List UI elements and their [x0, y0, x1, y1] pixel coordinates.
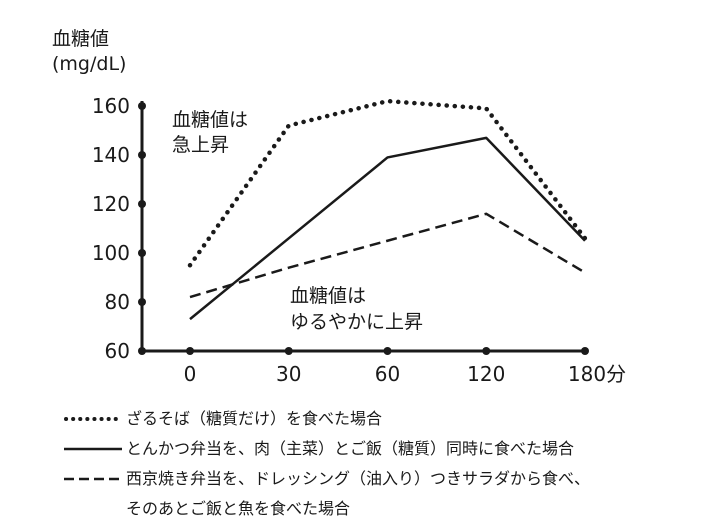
annotation-rapid-line1: 血糖値は: [172, 109, 248, 131]
y-tick-label: 60: [105, 339, 130, 363]
x-tick-label: 60: [375, 362, 400, 386]
axes: [140, 101, 585, 353]
x-tick-dot: [383, 347, 392, 355]
legend-item-solid: とんかつ弁当を、肉（主菜）とご飯（糖質）同時に食べた場合: [64, 434, 684, 464]
x-tick-dot: [186, 347, 194, 355]
legend-label-dashed-line1: 西京焼き弁当を、ドレッシング（油入り）つきサラダから食べ、: [126, 469, 591, 488]
x-tick-label: 30: [276, 362, 301, 386]
x-tick-label: 180分: [568, 362, 626, 386]
annotation-gradual-line2: ゆるやかに上昇: [290, 311, 423, 333]
legend-swatch-dotted: [64, 417, 124, 421]
x-tick-label: 0: [184, 362, 197, 386]
legend-swatch-dashed: [64, 477, 122, 481]
y-tick-dot: [138, 249, 146, 257]
legend: ざるそば（糖質だけ）を食べた場合 とんかつ弁当を、肉（主菜）とご飯（糖質）同時に…: [64, 404, 684, 524]
y-tick-label: 140: [92, 143, 130, 167]
y-tick-label: 120: [92, 192, 130, 216]
legend-label-dashed: 西京焼き弁当を、ドレッシング（油入り）つきサラダから食べ、 そのあとご飯と魚を食…: [126, 464, 590, 524]
y-tick-dot: [138, 298, 146, 306]
y-tick-dot: [138, 200, 146, 208]
chart: 血糖値 (mg/dL) 60 80 100 120 140 160 0 30 60 120 180分…: [52, 28, 626, 386]
y-axis-label-line1: 血糖値: [52, 28, 109, 50]
y-tick-label: 100: [92, 241, 130, 265]
y-tick-dot: [138, 151, 146, 159]
annotation-rapid-line2: 急上昇: [172, 134, 229, 156]
series-line-dashed: [189, 212, 586, 299]
x-tick-dot: [482, 347, 491, 355]
y-tick-label: 160: [92, 94, 130, 118]
y-tick-dot: [138, 102, 146, 110]
x-tick-dot: [581, 347, 589, 355]
legend-label-dashed-line2: そのあとご飯と魚を食べた場合: [126, 499, 351, 518]
ticks: 60 80 100 120 140 160 0 30 60 120 180分: [92, 94, 626, 386]
x-tick-dot: [284, 347, 293, 355]
legend-item-dotted: ざるそば（糖質だけ）を食べた場合: [64, 404, 684, 434]
series-lines: [187, 98, 588, 321]
series-line-dotted: [187, 98, 588, 268]
legend-swatch-solid: [64, 447, 122, 451]
y-tick-dot: [138, 347, 146, 355]
series-line-solid: [189, 136, 586, 321]
legend-label-solid: とんかつ弁当を、肉（主菜）とご飯（糖質）同時に食べた場合: [126, 439, 575, 458]
y-axis-label-line2: (mg/dL): [52, 53, 126, 75]
annotation-gradual-line1: 血糖値は: [290, 285, 366, 307]
legend-item-dashed: 西京焼き弁当を、ドレッシング（油入り）つきサラダから食べ、 そのあとご飯と魚を食…: [64, 464, 684, 524]
x-tick-label: 120: [467, 362, 505, 386]
legend-label-dotted: ざるそば（糖質だけ）を食べた場合: [126, 409, 383, 428]
y-tick-label: 80: [105, 290, 130, 314]
